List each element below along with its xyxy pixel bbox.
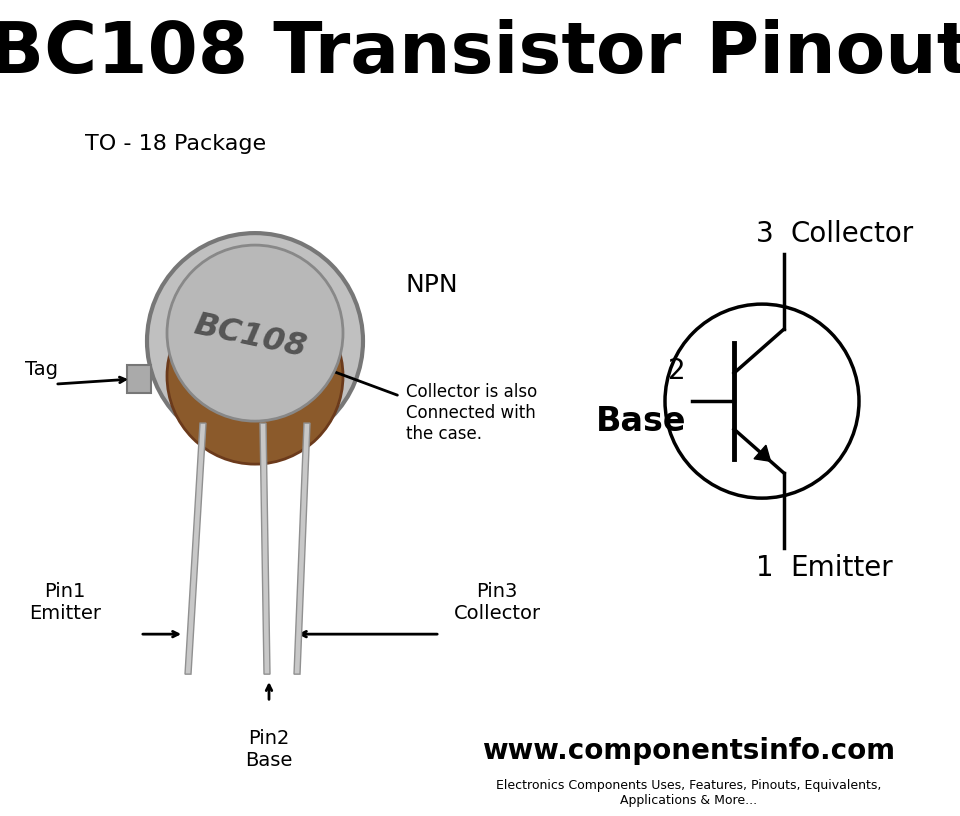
Polygon shape xyxy=(294,424,310,674)
Text: Tag: Tag xyxy=(25,360,58,379)
Text: BC108 Transistor Pinout: BC108 Transistor Pinout xyxy=(0,19,960,87)
Circle shape xyxy=(147,233,363,449)
Text: Emitter: Emitter xyxy=(790,554,893,582)
Text: 3: 3 xyxy=(756,220,774,248)
Text: BC108: BC108 xyxy=(191,309,309,363)
Text: Base: Base xyxy=(595,405,686,438)
Polygon shape xyxy=(260,424,270,674)
Text: Pin1
Emitter: Pin1 Emitter xyxy=(29,582,101,623)
Text: TO - 18 Package: TO - 18 Package xyxy=(85,134,266,154)
Text: Pin3
Collector: Pin3 Collector xyxy=(453,582,540,623)
Polygon shape xyxy=(754,446,771,461)
Text: Collector is also
Connected with
the case.: Collector is also Connected with the cas… xyxy=(406,384,538,443)
Text: Collector: Collector xyxy=(790,220,913,248)
Text: www.componentsinfo.com: www.componentsinfo.com xyxy=(482,737,896,765)
Polygon shape xyxy=(185,424,206,674)
Circle shape xyxy=(167,245,343,421)
Text: Pin2
Base: Pin2 Base xyxy=(246,730,293,770)
Circle shape xyxy=(167,288,343,464)
Text: 1: 1 xyxy=(756,554,774,582)
Text: NPN: NPN xyxy=(405,273,458,297)
Polygon shape xyxy=(127,365,151,393)
Text: 2: 2 xyxy=(668,357,686,385)
Text: Electronics Components Uses, Features, Pinouts, Equivalents,
Applications & More: Electronics Components Uses, Features, P… xyxy=(496,779,881,807)
